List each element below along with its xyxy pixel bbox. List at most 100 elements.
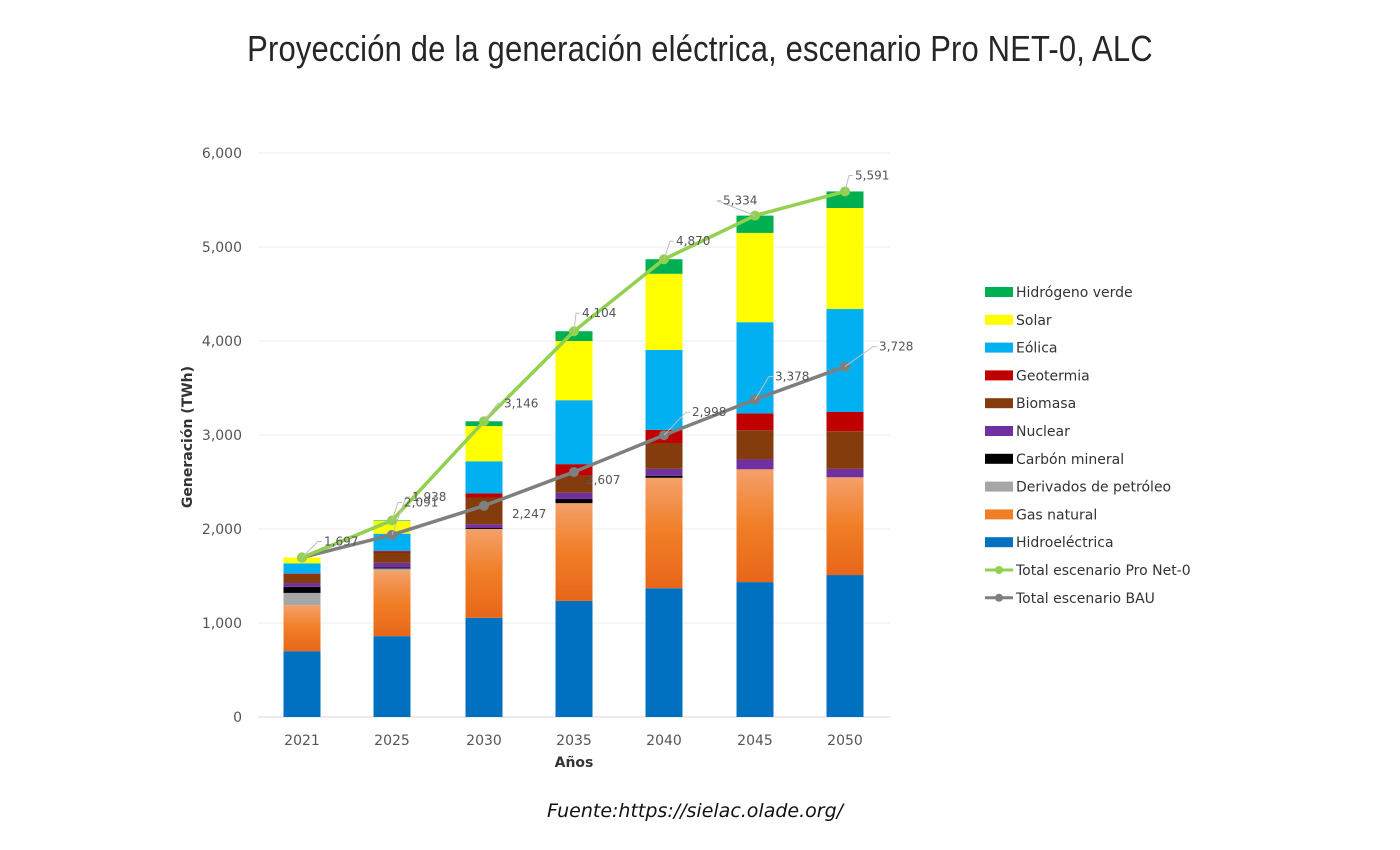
chart-title: Proyección de la generación eléctrica, e… (247, 28, 1153, 69)
x-axis-title: Años (555, 755, 594, 771)
legend-item: Nuclear (985, 424, 1070, 440)
bar-segment-solar (645, 273, 683, 350)
legend-swatch (985, 426, 1013, 436)
legend-label: Geotermia (1016, 368, 1090, 384)
leader-line (844, 174, 853, 192)
legend-item: Gas natural (985, 507, 1097, 523)
y-tick-label: 1,000 (202, 616, 242, 632)
x-axis: 2021 2025 2030 2035 2040 2045 2050 (284, 733, 863, 749)
bars (283, 191, 864, 717)
legend-item: Derivados de petróleo (985, 480, 1171, 496)
x-tick-label: 2040 (646, 733, 682, 749)
legend-swatch (985, 370, 1013, 381)
legend-swatch (985, 314, 1013, 325)
legend-swatch (985, 537, 1013, 548)
bar-segment-nuclear (645, 468, 683, 476)
bar-segment-biomasa (645, 442, 683, 469)
x-tick-label: 2050 (827, 733, 863, 749)
legend-label: Carbón mineral (1016, 452, 1124, 468)
bar-stack-2040 (645, 259, 683, 717)
data-label-bau: 3,378 (775, 369, 809, 383)
bar-segment-nuclear (555, 492, 593, 499)
bar-segment-hidroeléctrica (826, 575, 864, 717)
bar-segment-solar (826, 207, 864, 310)
data-label-pro-net-0: 5,591 (855, 168, 889, 182)
data-label-bau: 2,247 (512, 507, 546, 521)
legend-label: Hidrógeno verde (1016, 285, 1133, 301)
data-label-pro-net-0: 4,104 (582, 306, 616, 320)
leader-line (483, 402, 502, 422)
bar-segment-geotermia (826, 411, 864, 432)
leader-line (844, 346, 877, 367)
y-tick-label: 3,000 (202, 428, 242, 444)
bar-segment-eólica (465, 461, 503, 494)
legend-label: Eólica (1016, 341, 1057, 357)
data-label-bau: 2,998 (692, 405, 726, 419)
bar-segment-solar (736, 232, 774, 323)
legend: Hidrógeno verde Solar Eólica Geotermia Bioma… (985, 285, 1191, 607)
leader-line (716, 200, 756, 217)
bar-segment-eólica (283, 563, 321, 574)
point-bau (479, 500, 489, 511)
bar-stack-2045 (736, 215, 774, 717)
legend-label: Derivados de petróleo (1016, 480, 1171, 496)
data-label-pro-net-0: 2,091 (404, 495, 438, 509)
data-label-pro-net-0: 4,870 (676, 234, 710, 248)
legend-item: Carbón mineral (985, 452, 1124, 468)
bar-segment-carbón-mineral (555, 498, 593, 504)
bar-segment-solar (555, 341, 593, 401)
x-tick-label: 2025 (374, 733, 410, 749)
y-tick-label: 2,000 (202, 522, 242, 538)
bar-segment-geotermia (465, 493, 503, 498)
bar-segment-nuclear (283, 583, 321, 587)
bar-segment-nuclear (826, 468, 864, 478)
data-label-bau: 1,938 (412, 490, 446, 504)
bar-stack-2021 (283, 557, 321, 717)
leader-line (663, 411, 690, 436)
leader-line (301, 540, 322, 558)
y-tick-label: 0 (233, 710, 242, 726)
bar-segment-gas-natural (826, 477, 864, 576)
bar-segment-biomasa (283, 574, 321, 584)
legend-label: Solar (1016, 313, 1052, 329)
legend-swatch (985, 453, 1013, 464)
bar-stack-2035 (555, 331, 593, 717)
data-label-bau: 2,607 (586, 473, 620, 487)
legend-label: Gas natural (1016, 507, 1097, 523)
data-labels: 1,697 1,938 2,247 2,607 2,998 3,378 3,728 2,091… (301, 168, 913, 558)
bar-segment-hidroeléctrica (373, 636, 411, 717)
bar-segment-hidroeléctrica (555, 600, 593, 717)
x-tick-label: 2035 (556, 733, 592, 749)
x-tick-label: 2045 (737, 733, 773, 749)
y-tick-label: 5,000 (202, 240, 242, 256)
legend-item: Total escenario BAU (985, 591, 1155, 607)
y-axis: 0 1,000 2,000 3,000 4,000 5,000 6,000 (202, 146, 242, 726)
legend-item: Hidrógeno verde (985, 285, 1133, 301)
legend-label: Total escenario BAU (1015, 591, 1155, 607)
bar-segment-derivados-de-petróleo (283, 592, 321, 606)
bar-segment-biomasa (826, 431, 864, 469)
leader-line (391, 501, 402, 521)
legend-label: Nuclear (1016, 424, 1070, 440)
legend-item: Eólica (985, 341, 1057, 357)
legend-swatch (985, 287, 1013, 297)
legend-item: Biomasa (985, 396, 1076, 412)
bar-stack-2050 (826, 191, 864, 717)
bar-segment-hidroeléctrica (645, 588, 683, 717)
bar-segment-solar (465, 426, 503, 462)
y-tick-label: 6,000 (202, 146, 242, 162)
bar-segment-gas-natural (465, 529, 503, 618)
bar-segment-carbón-mineral (465, 528, 503, 529)
legend-swatch (985, 342, 1013, 353)
bar-segment-geotermia (283, 573, 321, 575)
legend-swatch (985, 398, 1013, 409)
data-label-pro-net-0: 3,146 (504, 396, 538, 410)
bar-segment-geotermia (373, 551, 411, 553)
x-tick-label: 2030 (466, 733, 502, 749)
bar-segment-gas-natural (283, 605, 321, 652)
bar-segment-geotermia (736, 413, 774, 431)
bar-segment-eólica (555, 400, 593, 465)
leader-line (391, 496, 410, 536)
legend-item: Solar (985, 313, 1052, 329)
